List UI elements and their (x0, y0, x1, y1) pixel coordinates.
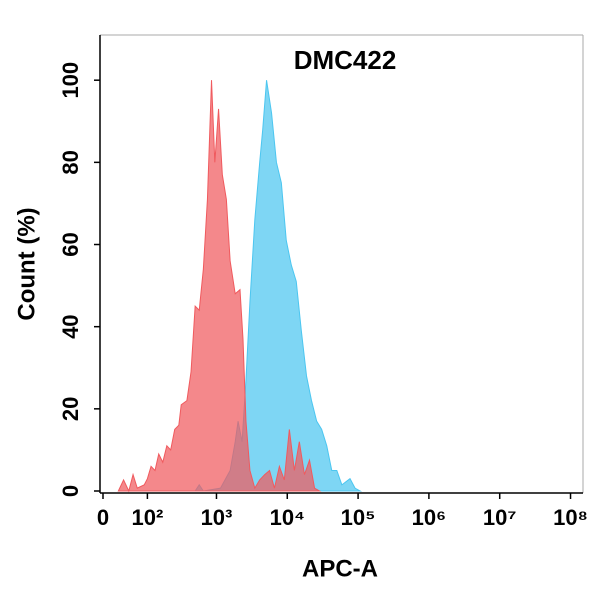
x-tick-label: 10⁶ (412, 505, 447, 530)
plot-area (117, 80, 363, 493)
x-tick-label: 10³ (201, 505, 233, 530)
x-tick-label: 10² (132, 505, 164, 530)
y-tick-label: 20 (58, 397, 83, 421)
x-axis-label: APC-A (302, 555, 378, 582)
y-tick-label: 60 (58, 232, 83, 256)
x-tick-label: 0 (97, 505, 109, 530)
y-tick-label: 0 (58, 485, 83, 497)
y-tick-label: 80 (58, 150, 83, 174)
chart-title: DMC422 (294, 45, 397, 75)
x-tick-label: 10⁴ (270, 505, 305, 530)
y-axis-label: Count (%) (13, 207, 40, 320)
x-tick-label: 10⁵ (341, 505, 376, 530)
x-tick-label: 10⁸ (553, 505, 588, 530)
histogram-area (117, 80, 322, 493)
x-tick-label: 10⁷ (483, 505, 517, 530)
y-tick-label: 100 (58, 62, 83, 99)
y-tick-label: 40 (58, 314, 83, 338)
